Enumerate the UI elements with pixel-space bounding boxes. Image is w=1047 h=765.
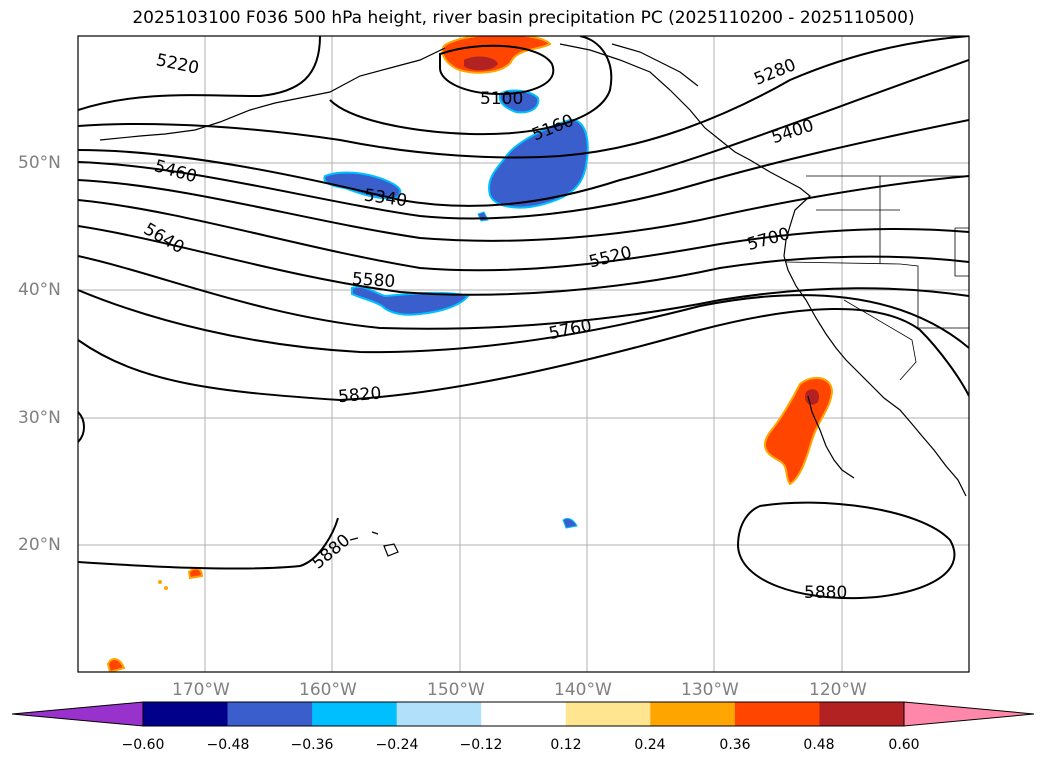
colorbar-tick: 0.60: [888, 737, 920, 753]
lat-label-30n: 30°N: [18, 408, 61, 428]
colorbar-segment: [734, 702, 820, 726]
colorbar-tick: 0.24: [634, 737, 666, 753]
contour-label: 5880: [308, 530, 354, 573]
colorbar-tick: 0.36: [719, 737, 751, 753]
colorbar-tick: −0.12: [459, 737, 503, 753]
contour-label: 5520: [587, 243, 634, 273]
colorbar-extend-max: [904, 702, 1034, 726]
political-borders: [785, 175, 969, 381]
colorbar-segment: [227, 702, 313, 726]
colorbar-segment: [312, 702, 398, 726]
lon-label-170w: 170°W: [172, 680, 230, 700]
lat-label-20n: 20°N: [18, 535, 61, 555]
colorbar-tick: 0.48: [803, 737, 835, 753]
lon-label-140w: 140°W: [554, 680, 612, 700]
colorbar-segment: [565, 702, 651, 726]
lat-label-50n: 50°N: [18, 153, 61, 173]
colorbar: [11, 701, 1035, 727]
lon-label-120w: 120°W: [809, 680, 867, 700]
colorbar-tick: −0.48: [206, 737, 250, 753]
contour-label: 5580: [351, 269, 396, 292]
contour-label: 5460: [152, 156, 199, 187]
contour-label: 5400: [769, 116, 816, 148]
colorbar-tick: 0.12: [550, 737, 582, 753]
lon-label-130w: 130°W: [681, 680, 739, 700]
contour-label: 5880: [804, 583, 847, 603]
lon-label-150w: 150°W: [427, 680, 485, 700]
colorbar-tick: −0.24: [375, 737, 419, 753]
colorbar-segment: [143, 702, 229, 726]
colorbar-segment: [819, 702, 905, 726]
contour-label: 5100: [480, 89, 523, 109]
map-title: 2025103100 F036 500 hPa height, river ba…: [132, 8, 915, 28]
colorbar-segment: [650, 702, 736, 726]
colorbar-tick: −0.36: [290, 737, 334, 753]
map-frame: [77, 35, 970, 673]
coastlines: [99, 43, 967, 557]
colorbar-segment: [481, 702, 567, 726]
height-contours: [78, 36, 969, 600]
contour-label: 5640: [140, 219, 187, 258]
colorbar-segment: [396, 702, 482, 726]
contour-label: 5220: [154, 50, 200, 79]
contour-label: 5280: [751, 55, 799, 90]
lat-label-40n: 40°N: [18, 280, 61, 300]
precip-shading: [106, 36, 834, 672]
lon-label-160w: 160°W: [299, 680, 357, 700]
colorbar-extend-min: [12, 702, 143, 726]
precip-positive-gulf-alaska: [441, 36, 552, 74]
contour-label: 5820: [337, 384, 382, 408]
colorbar-tick: −0.60: [121, 737, 165, 753]
